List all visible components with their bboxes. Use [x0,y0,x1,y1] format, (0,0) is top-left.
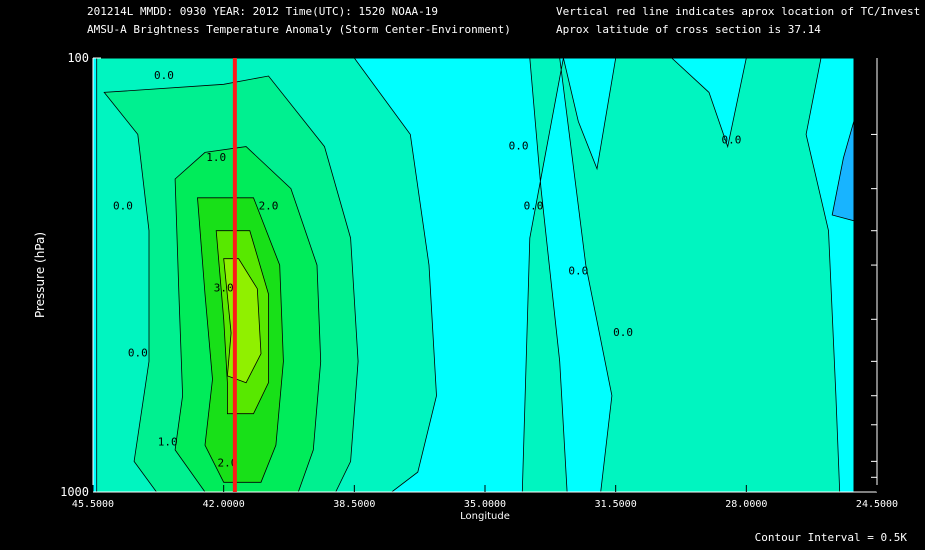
x-tick-label-1: 42.0000 [203,499,245,510]
level-neg-region [831,119,854,222]
x-axis-label: Longitude [460,511,510,522]
y-tick-label-1: 1000 [60,485,89,499]
contour-label-9: 1.0 [158,436,178,449]
x-tick-label-2: 38.5000 [333,499,375,510]
y-axis-label: Pressure (hPa) [33,232,47,318]
contour-label-5: 0.0 [568,264,588,277]
x-tick-label-6: 24.5000 [856,499,898,510]
contour-label-8: 1.0 [206,151,226,164]
contour-label-11: 2.0 [217,457,237,470]
x-tick-label-3: 35.0000 [464,499,506,510]
contour-label-10: 2.0 [259,200,279,213]
level-05-region-east [521,58,841,492]
x-tick-label-4: 31.5000 [595,499,637,510]
contour-label-7: 0.0 [721,134,741,147]
contour-label-3: 0.0 [509,140,529,153]
contour-label-0: 0.0 [154,69,174,82]
x-tick-label-0: 45.5000 [72,499,114,510]
contour-label-4: 0.0 [524,200,544,213]
contour-labels: 0.0 0.0 0.0 0.0 0.0 0.0 0.0 0.0 1.0 1.0 2.0 2.0 3.0 [113,69,741,470]
tick-marks [92,57,878,493]
header-line2-left: AMSU-A Brightness Temperature Anomaly (S… [87,23,511,36]
x-tick-label-5: 28.0000 [725,499,767,510]
contour-label-1: 0.0 [113,200,133,213]
header-line1-right: Vertical red line indicates aprox locati… [556,5,921,18]
tick-labels: 45.5000 42.0000 38.5000 35.0000 31.5000 28.00… [60,51,898,510]
contour-label-2: 0.0 [128,347,148,360]
y-tick-label-0: 100 [67,51,89,65]
contour-label-6: 0.0 [613,326,633,339]
header-line1-left: 201214L MMDD: 0930 YEAR: 2012 Time(UTC):… [87,5,438,18]
contour-label-12: 3.0 [214,282,234,295]
contour-interval-note: Contour Interval = 0.5K [754,531,907,544]
header-line2-right: Aprox latitude of cross section is 37.14 [556,23,821,36]
contour-fills [96,58,854,492]
